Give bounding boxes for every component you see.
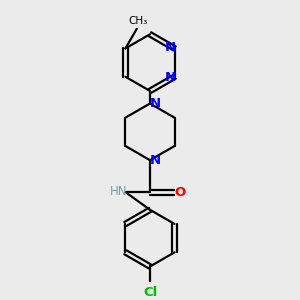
Text: O: O <box>174 186 185 199</box>
Text: Cl: Cl <box>143 286 157 299</box>
Text: N: N <box>149 154 161 167</box>
Text: N: N <box>149 97 161 110</box>
Text: N: N <box>165 71 176 84</box>
Text: CH₃: CH₃ <box>129 16 148 26</box>
Text: N: N <box>165 41 176 54</box>
Text: HN: HN <box>110 185 128 198</box>
